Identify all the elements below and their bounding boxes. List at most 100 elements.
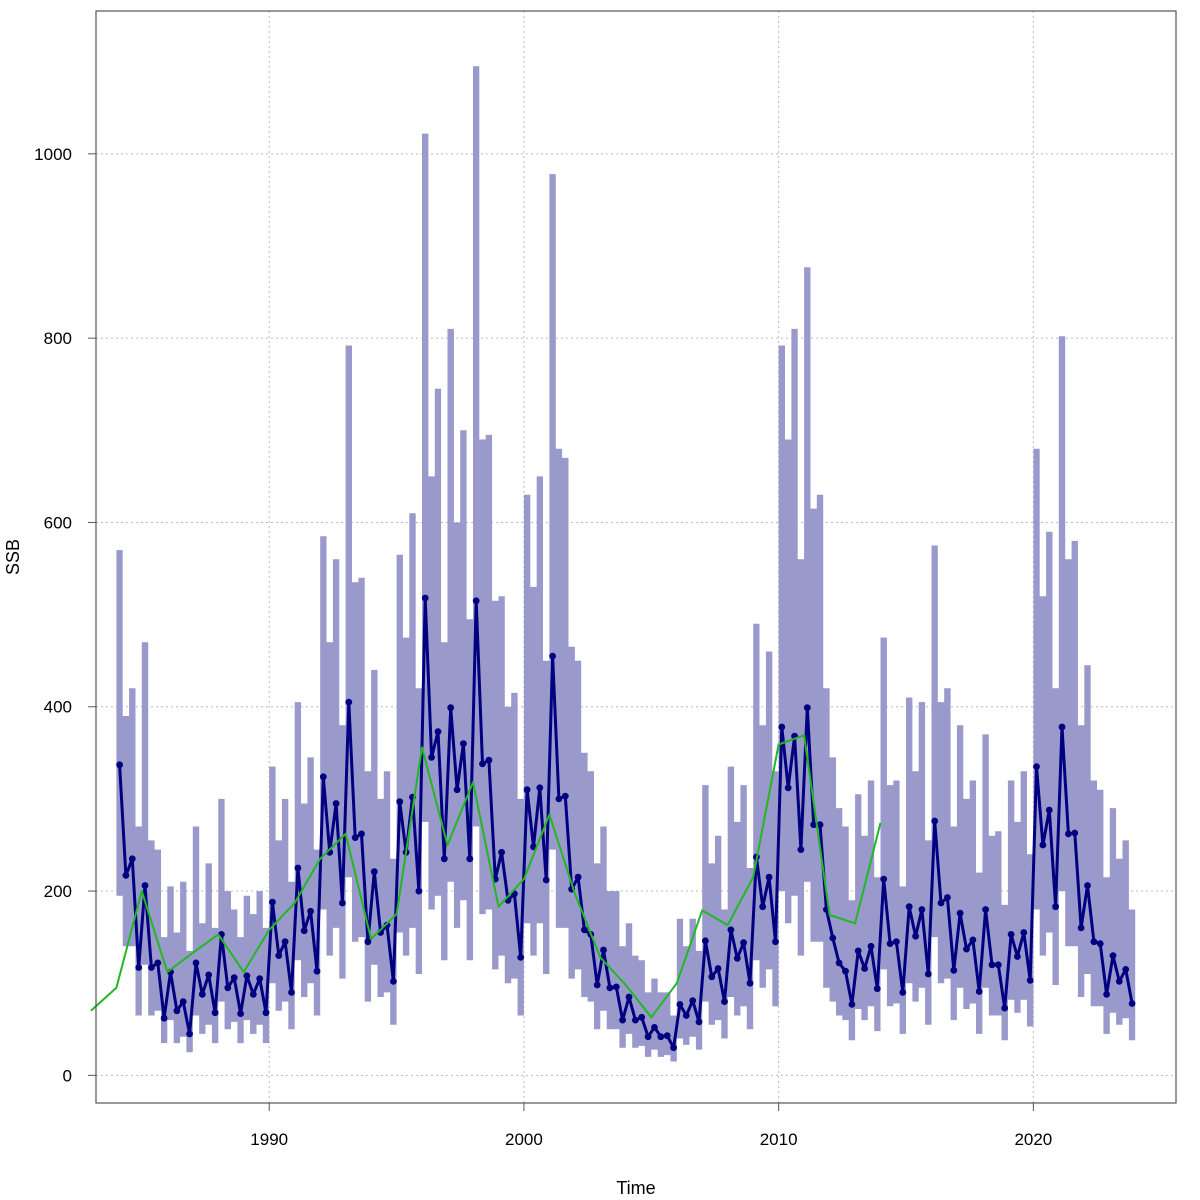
ssb-point bbox=[1103, 990, 1110, 998]
ssb-point bbox=[173, 1007, 181, 1015]
plot-frame bbox=[95, 10, 1177, 1104]
ssb-point bbox=[1128, 1000, 1136, 1007]
ssb-point bbox=[1084, 882, 1091, 889]
ssb-point bbox=[1052, 903, 1059, 911]
ssb-point bbox=[332, 800, 340, 807]
ssb-point bbox=[682, 1012, 690, 1019]
ssb-point bbox=[294, 864, 302, 872]
ssb-point bbox=[657, 1033, 665, 1041]
ssb-point bbox=[651, 1024, 658, 1031]
ssb-point bbox=[275, 952, 283, 959]
ssb-point bbox=[574, 873, 582, 881]
ssb-point bbox=[721, 998, 728, 1005]
ssb-point bbox=[1077, 924, 1085, 932]
ssb-point bbox=[746, 979, 754, 987]
ssb-point bbox=[772, 938, 779, 946]
ssb-point bbox=[549, 652, 556, 660]
ssb-point bbox=[300, 927, 308, 935]
ssb-point bbox=[390, 978, 397, 985]
x-tick-label-1990: 1990 bbox=[250, 1130, 288, 1149]
ssb-point bbox=[689, 997, 697, 1005]
ssb-point bbox=[918, 906, 926, 913]
ssb-point bbox=[364, 938, 372, 946]
y-tick-label-800: 800 bbox=[44, 329, 72, 348]
ssb-point bbox=[714, 965, 722, 972]
confidence-band bbox=[116, 66, 1136, 1062]
ssb-point bbox=[351, 834, 359, 841]
ssb-point bbox=[765, 873, 773, 881]
ssb-point bbox=[803, 704, 811, 712]
ssb-point bbox=[345, 698, 353, 706]
ssb-point bbox=[428, 754, 435, 761]
ssb-point bbox=[676, 1001, 684, 1008]
ssb-point bbox=[256, 975, 264, 982]
ssb-point bbox=[702, 937, 709, 945]
ssb-point bbox=[1014, 953, 1021, 960]
ssb-point bbox=[810, 821, 818, 829]
ssb-point bbox=[950, 966, 958, 974]
ssb-point bbox=[963, 945, 970, 953]
ssb-point bbox=[243, 972, 251, 980]
ssb-point bbox=[1001, 1004, 1009, 1012]
ssb-point bbox=[905, 903, 913, 911]
ssb-point bbox=[644, 1033, 652, 1041]
ssb-point bbox=[784, 784, 792, 792]
ssb-point bbox=[447, 704, 455, 712]
ssb-point bbox=[186, 1030, 194, 1038]
ssb-point bbox=[670, 1044, 677, 1052]
x-tick-label-2010: 2010 bbox=[760, 1130, 798, 1149]
ssb-point bbox=[230, 974, 238, 982]
ssb-point bbox=[1090, 938, 1098, 946]
ssb-point bbox=[912, 932, 919, 940]
ssb-point bbox=[1065, 830, 1072, 838]
ssb-point bbox=[1007, 931, 1015, 938]
ssb-point bbox=[612, 983, 620, 991]
ssb-point bbox=[956, 909, 964, 917]
ssb-point bbox=[994, 961, 1002, 969]
ssb-point bbox=[498, 848, 505, 856]
ssb-point bbox=[632, 1016, 639, 1024]
ssb-point bbox=[224, 984, 232, 992]
ssb-point bbox=[797, 846, 805, 853]
y-tick-label-1000: 1000 bbox=[34, 145, 72, 164]
ssb-point bbox=[937, 899, 945, 907]
y-axis-title: SSB bbox=[3, 539, 23, 575]
ssb-point bbox=[740, 939, 747, 947]
ssb-point bbox=[269, 898, 276, 906]
ssb-point bbox=[434, 728, 442, 735]
ssb-point bbox=[1039, 841, 1047, 849]
ssb-point bbox=[842, 967, 849, 975]
ssb-point bbox=[192, 959, 200, 967]
ssb-point bbox=[396, 798, 404, 806]
ssb-point bbox=[472, 597, 480, 605]
ssb-point bbox=[835, 959, 843, 967]
ssb-point bbox=[179, 998, 187, 1005]
ssb-point bbox=[988, 961, 996, 969]
ssb-point bbox=[1026, 977, 1034, 984]
ssb-point bbox=[523, 786, 531, 794]
ssb-point bbox=[460, 740, 467, 747]
ssb-point bbox=[485, 756, 493, 764]
ssb-point bbox=[829, 934, 837, 942]
ssb-point bbox=[148, 964, 155, 971]
ssb-point bbox=[307, 907, 314, 915]
ssb-point bbox=[383, 921, 391, 929]
ssb-point bbox=[816, 821, 824, 829]
ssb-point bbox=[619, 1016, 626, 1024]
ssb-point bbox=[122, 872, 130, 879]
ssb-point bbox=[205, 971, 213, 979]
ssb-point bbox=[421, 594, 429, 602]
ssb-point bbox=[453, 786, 461, 794]
ssb-point bbox=[1122, 966, 1130, 973]
ssb-point bbox=[237, 1010, 245, 1017]
ssb-point bbox=[141, 882, 149, 889]
ssb-point bbox=[1045, 806, 1053, 814]
ssb-point bbox=[708, 973, 716, 981]
ssb-point bbox=[969, 936, 977, 944]
x-axis-title: Time bbox=[616, 1178, 655, 1198]
ssb-point bbox=[339, 899, 346, 907]
ssb-point bbox=[931, 817, 939, 825]
ssb-point bbox=[778, 723, 786, 731]
ssb-point bbox=[555, 795, 563, 803]
